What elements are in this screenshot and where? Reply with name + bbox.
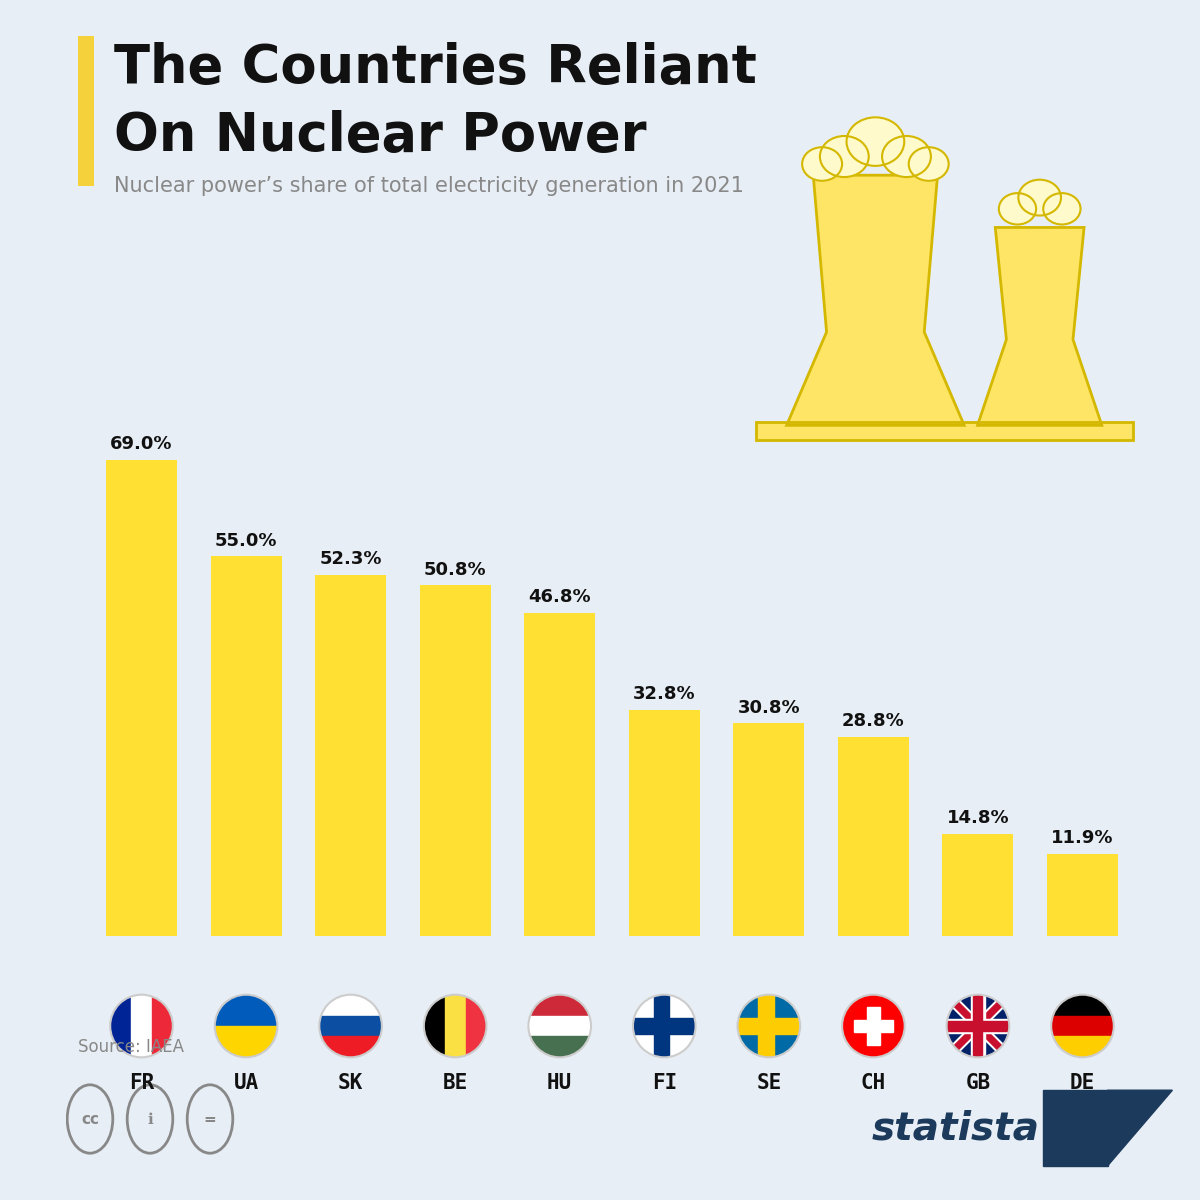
Text: FI: FI [652, 1073, 677, 1093]
Bar [420, 586, 491, 936]
Bar [632, 1019, 696, 1033]
Circle shape [319, 995, 382, 1057]
Circle shape [424, 995, 486, 1057]
Text: =: = [204, 1111, 216, 1127]
Text: 69.0%: 69.0% [110, 434, 173, 452]
Circle shape [842, 995, 905, 1057]
Text: cc: cc [82, 1111, 98, 1127]
Text: 11.9%: 11.9% [1051, 829, 1114, 847]
Bar [528, 1037, 592, 1057]
Circle shape [802, 148, 842, 181]
Bar [1046, 854, 1118, 936]
Bar [528, 1015, 592, 1037]
Text: Source: IAEA: Source: IAEA [78, 1038, 184, 1056]
Text: 52.3%: 52.3% [319, 551, 382, 569]
Text: 46.8%: 46.8% [528, 588, 592, 606]
Text: SE: SE [756, 1073, 781, 1093]
Text: SK: SK [338, 1073, 364, 1093]
Text: statista: statista [871, 1109, 1039, 1147]
Bar [756, 421, 1133, 440]
Text: The Countries Reliant: The Countries Reliant [114, 42, 757, 94]
Text: 50.8%: 50.8% [424, 560, 486, 578]
Bar [319, 995, 382, 1015]
Circle shape [947, 995, 1009, 1057]
Bar [1051, 1037, 1114, 1057]
Bar [738, 1019, 800, 1033]
Circle shape [820, 136, 869, 178]
Bar [424, 995, 445, 1057]
Polygon shape [947, 995, 1009, 1057]
Text: 28.8%: 28.8% [842, 713, 905, 731]
Text: 30.8%: 30.8% [738, 698, 800, 716]
Circle shape [1043, 193, 1080, 224]
Bar [210, 557, 282, 936]
Bar [1051, 995, 1114, 1015]
Text: ℹ: ℹ [148, 1111, 152, 1127]
Polygon shape [787, 175, 965, 425]
Bar [973, 995, 983, 1057]
Bar [319, 1015, 382, 1037]
Bar [971, 995, 985, 1057]
Circle shape [842, 995, 905, 1057]
Bar [1043, 1090, 1108, 1166]
Circle shape [1051, 995, 1114, 1057]
Text: CH: CH [860, 1073, 886, 1093]
Text: 55.0%: 55.0% [215, 532, 277, 550]
Circle shape [110, 995, 173, 1057]
Bar [215, 1026, 277, 1057]
Circle shape [908, 148, 949, 181]
Bar [838, 737, 908, 936]
Bar [106, 460, 178, 936]
Polygon shape [978, 228, 1102, 425]
Text: On Nuclear Power: On Nuclear Power [114, 110, 647, 162]
Circle shape [528, 995, 592, 1057]
Text: DE: DE [1070, 1073, 1096, 1093]
Circle shape [738, 995, 800, 1057]
Bar [215, 995, 277, 1026]
Text: GB: GB [965, 1073, 990, 1093]
Text: FR: FR [128, 1073, 154, 1093]
Circle shape [998, 193, 1036, 224]
Circle shape [882, 136, 931, 178]
Bar [110, 995, 131, 1057]
Text: BE: BE [443, 1073, 468, 1093]
Bar [319, 1037, 382, 1057]
Bar [654, 995, 670, 1057]
Bar [758, 995, 774, 1057]
Bar [445, 995, 466, 1057]
Bar [756, 421, 1133, 440]
Bar [1051, 1015, 1114, 1037]
Circle shape [215, 995, 277, 1057]
Bar [152, 995, 173, 1057]
Text: 32.8%: 32.8% [632, 685, 696, 703]
Bar [854, 1020, 893, 1032]
Bar [466, 995, 486, 1057]
Bar [942, 834, 1014, 936]
Bar [524, 613, 595, 936]
Circle shape [632, 995, 696, 1057]
Bar [316, 575, 386, 936]
Bar [947, 1019, 1009, 1033]
Polygon shape [947, 995, 1009, 1057]
Polygon shape [947, 995, 1009, 1057]
Polygon shape [1108, 1090, 1172, 1166]
Bar [733, 724, 804, 936]
Polygon shape [947, 995, 1009, 1057]
Bar [629, 709, 700, 936]
Circle shape [846, 118, 905, 166]
Bar [868, 1007, 880, 1045]
Circle shape [1019, 180, 1061, 216]
Bar [131, 995, 152, 1057]
Text: UA: UA [234, 1073, 259, 1093]
Text: Nuclear power’s share of total electricity generation in 2021: Nuclear power’s share of total electrici… [114, 176, 744, 197]
Bar [528, 995, 592, 1015]
Text: HU: HU [547, 1073, 572, 1093]
Bar [947, 1021, 1009, 1031]
Text: 14.8%: 14.8% [947, 809, 1009, 827]
